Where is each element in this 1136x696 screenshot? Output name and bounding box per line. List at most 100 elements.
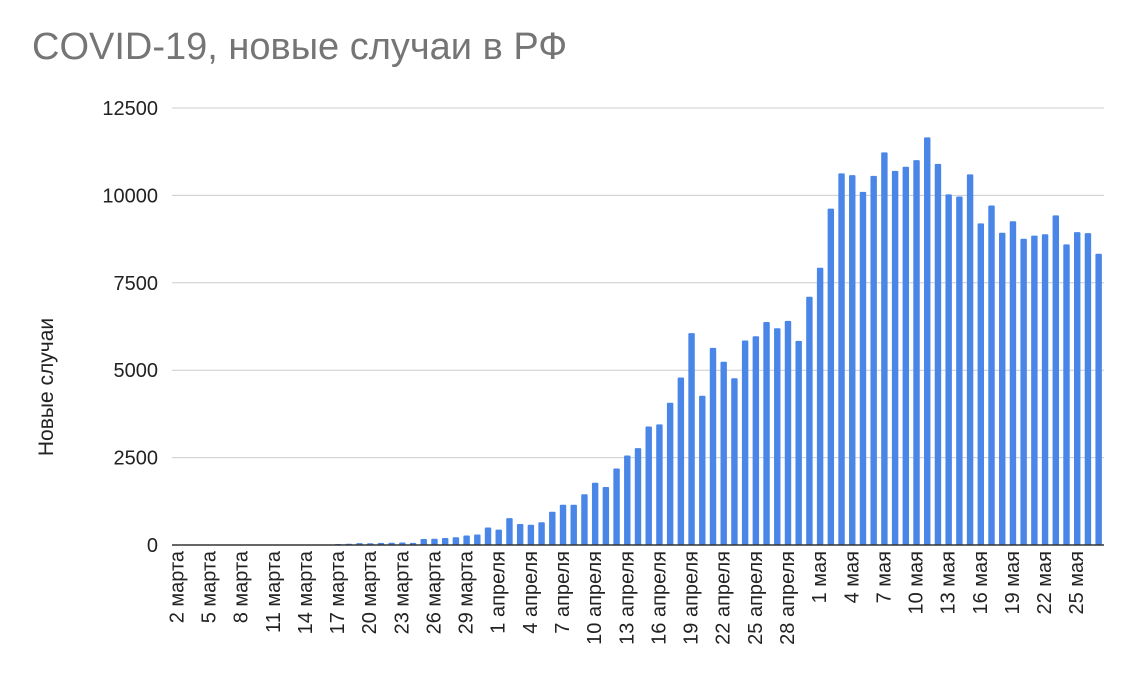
bar: [559, 504, 567, 545]
bar: [431, 538, 438, 545]
x-tick-label: 14 марта: [295, 550, 317, 634]
x-tick-label: 25 мая: [1066, 551, 1088, 615]
x-tick-label: 10 мая: [906, 551, 928, 615]
x-tick-label: 19 апреля: [681, 551, 703, 645]
bar: [656, 424, 663, 545]
x-tick-label: 22 мая: [1034, 551, 1056, 615]
bar: [1009, 221, 1017, 546]
x-axis-ticks: 2 марта 5 марта 8 марта 11 марта 14 марта 17 …: [166, 550, 1088, 645]
x-tick-label: 16 мая: [970, 551, 992, 615]
bar: [988, 205, 995, 546]
bar: [1074, 232, 1081, 545]
x-tick-label: 25 апреля: [745, 551, 767, 645]
bar: [806, 296, 813, 545]
bar: [570, 504, 577, 545]
bar: [645, 426, 652, 545]
x-tick-label: 13 апреля: [616, 551, 638, 645]
x-tick-label: 1 мая: [809, 551, 831, 603]
bar: [709, 347, 717, 545]
gridlines: [172, 107, 1104, 459]
x-tick-label: 11 марта: [263, 550, 285, 633]
y-tick-label: 0: [147, 535, 158, 557]
y-tick-label: 7500: [114, 273, 159, 295]
bar: [549, 511, 556, 545]
x-tick-label: 7 мая: [873, 551, 895, 603]
bar: [795, 340, 802, 545]
y-tick-label: 10000: [102, 185, 158, 207]
bar: [838, 173, 845, 546]
bar: [602, 486, 610, 545]
x-tick-label: 4 мая: [841, 551, 863, 603]
bar: [913, 160, 920, 545]
bar: [688, 333, 695, 545]
bar: [591, 482, 599, 545]
x-tick-label: 5 марта: [198, 550, 220, 623]
bar: [934, 163, 942, 545]
bar: [816, 267, 824, 545]
x-tick-label: 22 апреля: [713, 551, 735, 645]
x-tick-label: 26 марта: [423, 550, 445, 634]
bar: [1063, 244, 1070, 545]
bar: [731, 378, 738, 545]
x-tick-label: 1 апреля: [488, 551, 510, 634]
bar: [945, 194, 952, 545]
bar: [527, 524, 535, 545]
x-tick-label: 7 апреля: [552, 551, 574, 634]
bars: [334, 137, 1102, 546]
bar: [891, 170, 899, 546]
y-axis-ticks: 0 2500 5000 7500 10000 12500: [102, 98, 158, 557]
bar: [870, 175, 877, 546]
bar: [774, 328, 781, 545]
bar: [999, 232, 1006, 546]
bar: [956, 196, 963, 546]
bar: [1095, 253, 1102, 545]
bar: [506, 518, 513, 545]
x-tick-label: 4 апреля: [520, 551, 542, 634]
x-tick-label: 29 марта: [456, 550, 478, 634]
x-tick-label: 13 мая: [938, 551, 960, 615]
x-tick-label: 28 апреля: [777, 551, 799, 645]
bar: [881, 152, 888, 545]
x-tick-label: 10 апреля: [584, 551, 606, 645]
bar: [613, 468, 620, 545]
bar: [495, 529, 502, 545]
bar: [741, 340, 749, 545]
x-tick-label: 23 марта: [391, 550, 413, 634]
bar: [1052, 215, 1060, 545]
bar: [624, 455, 631, 545]
bar: [666, 402, 674, 545]
bar: [420, 539, 427, 545]
bar: [699, 395, 706, 545]
bar: [1084, 233, 1092, 545]
bar: [924, 137, 931, 545]
x-tick-label: 16 апреля: [648, 551, 670, 645]
bar: [849, 175, 856, 545]
chart-title: COVID-19, новые случаи в РФ: [32, 26, 568, 68]
bar: [484, 527, 492, 545]
bar: [581, 494, 588, 545]
bar: [463, 535, 470, 545]
bar: [452, 537, 460, 545]
bar: [902, 166, 910, 546]
bar: [1020, 238, 1027, 545]
bar: [752, 336, 760, 545]
bar: [966, 174, 974, 545]
bar: [827, 208, 835, 545]
bar: [677, 377, 685, 545]
y-tick-label: 12500: [102, 98, 158, 120]
bar: [1031, 235, 1038, 545]
bar: [859, 191, 867, 546]
x-tick-label: 20 марта: [359, 550, 381, 634]
bar: [720, 361, 727, 545]
bar: [516, 524, 524, 545]
bar: [441, 538, 449, 545]
bar: [763, 321, 770, 545]
bar: [474, 534, 481, 545]
bar: [977, 223, 985, 546]
bar: [538, 522, 545, 545]
bar: [1041, 234, 1049, 545]
bar: [634, 448, 642, 545]
x-tick-label: 19 мая: [1002, 551, 1024, 615]
x-tick-label: 17 марта: [327, 550, 349, 634]
